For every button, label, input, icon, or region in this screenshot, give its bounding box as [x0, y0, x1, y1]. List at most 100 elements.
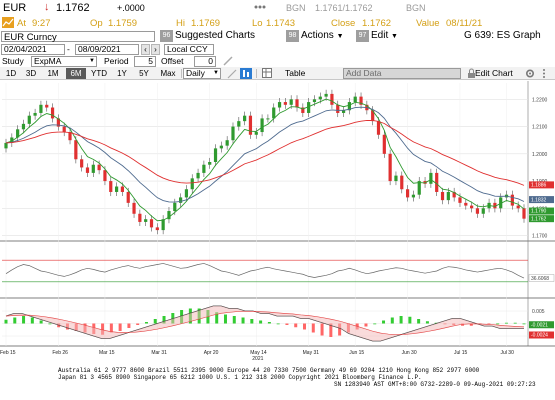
x-tick-label: Jun 30 [402, 350, 417, 356]
candle-down [103, 170, 107, 182]
period-1y[interactable]: 1Y [117, 69, 127, 78]
calendar-prev-icon[interactable]: ‹ [141, 44, 150, 55]
period-5y[interactable]: 5Y [139, 69, 149, 78]
macd-histogram-bar [153, 319, 157, 324]
value-date-label: Value [416, 18, 440, 29]
title-bar: EUR Curncy 96 Suggested Charts 98 Action… [0, 30, 555, 43]
candle-down [458, 197, 462, 203]
end-date-input[interactable]: 08/09/2021 [75, 44, 139, 55]
ema-red-line [5, 119, 525, 186]
y-tick-label: 1.1700 [532, 234, 548, 240]
close-label: Close [331, 18, 356, 29]
x-tick-label: May 14 [250, 350, 267, 356]
draw-tool-icon[interactable] [226, 68, 238, 81]
footer-line-2: Japan 81 3 4565 8900 Singapore 65 6212 1… [58, 374, 422, 381]
macd-histogram-bar [311, 323, 315, 333]
macd-histogram-bar [48, 323, 52, 325]
start-date-input[interactable]: 02/04/2021 [1, 44, 65, 55]
currency-value: Local CCY [167, 44, 208, 54]
offset-input[interactable]: 0 [194, 56, 216, 67]
macd-histogram-bar [364, 323, 368, 327]
macd-histogram-bar [127, 323, 131, 328]
low-value: 1.1743 [266, 18, 296, 29]
candle-down [126, 191, 130, 203]
pencil-icon[interactable] [222, 56, 234, 68]
macd-histogram-bar [144, 322, 148, 324]
chart-type-icon[interactable] [240, 68, 252, 79]
candle-down [388, 153, 392, 182]
more-options-icon[interactable] [540, 68, 548, 81]
period-6m[interactable]: 6M [66, 68, 86, 79]
edit-chart-label: Edit Chart [475, 68, 513, 78]
candle-up [231, 126, 235, 141]
macd-histogram-bar [408, 316, 412, 324]
candle-down [376, 121, 381, 135]
period-1m[interactable]: 1M [47, 69, 59, 78]
period-1d[interactable]: 1D [5, 69, 17, 78]
macd-histogram-bar [223, 314, 227, 324]
candle-down [301, 107, 305, 113]
period-max[interactable]: Max [160, 69, 176, 78]
suggested-charts-button[interactable]: Suggested Charts [175, 30, 256, 41]
price-label-box [529, 196, 554, 204]
macd-histogram-bar [250, 319, 254, 324]
table-view-icon[interactable] [262, 68, 272, 80]
ticker: EUR [3, 2, 27, 14]
candle-down [120, 186, 125, 192]
security-field[interactable]: EUR Curncy [1, 31, 155, 43]
table-button[interactable]: Table [285, 68, 306, 78]
candle-up [289, 99, 293, 105]
price-label: 1.1832 [531, 197, 547, 203]
macd-histogram-bar [259, 320, 263, 324]
y-tick-label: 1.2000 [532, 152, 548, 158]
period-label: Period [104, 56, 129, 66]
high-value: 1.1769 [191, 18, 221, 29]
lock-icon[interactable] [467, 68, 476, 81]
macd-histogram-bar [469, 323, 473, 326]
period-input[interactable]: 5 [134, 56, 156, 67]
macd-histogram-bar [241, 317, 245, 324]
period-3d[interactable]: 3D [25, 69, 37, 78]
edit-chart-button[interactable]: Edit Chart [475, 68, 513, 79]
x-tick-label: Mar 31 [151, 350, 167, 356]
frequency-select[interactable]: Daily ▼ [183, 68, 221, 79]
study-select[interactable]: ExpMA ▼ [31, 56, 97, 67]
candle-down [56, 118, 60, 127]
gear-icon[interactable] [525, 68, 535, 81]
rsi-line [5, 263, 525, 279]
candle-down [50, 107, 55, 119]
chart-icon [2, 17, 14, 30]
currency-select[interactable]: Local CCY [164, 44, 214, 55]
value-date: 08/11/21 [446, 18, 483, 29]
macd-histogram-bar [417, 319, 421, 324]
candle-down [74, 140, 78, 160]
price-chart[interactable]: 36.6068 0.0050.000-0.005-0.0021-0.0024 1… [0, 81, 555, 366]
candle-down [283, 102, 287, 105]
candle-up [266, 118, 270, 120]
chart-toolbar: 1D 3D 1M 6M YTD 1Y 5Y Max Daily ▼ Table … [0, 67, 555, 80]
study-value: ExpMA [34, 56, 62, 66]
x-tick-label: Jul 15 [454, 350, 468, 356]
candle-up [307, 102, 311, 113]
candle-up [341, 110, 346, 113]
actions-dropdown-icon: ▼ [336, 33, 344, 40]
candle-up [411, 194, 416, 198]
macd-histogram-bar [267, 322, 271, 324]
add-data-input[interactable]: Add Data [343, 68, 461, 79]
period-ytd[interactable]: YTD [91, 69, 107, 78]
grid-lines [0, 81, 555, 347]
edit-menu[interactable]: Edit ▼ [371, 30, 398, 43]
macd-histogram-bar [136, 323, 140, 325]
candle-up [481, 208, 485, 214]
macd-histogram-bar [338, 323, 342, 336]
candle-down [330, 93, 334, 105]
candle-up [114, 186, 119, 192]
rsi-panel: 36.6068 [2, 259, 555, 283]
calendar-next-icon[interactable]: › [151, 44, 160, 55]
actions-menu[interactable]: Actions ▼ [301, 30, 344, 43]
candle-up [312, 99, 317, 103]
candle-down [80, 159, 84, 168]
frequency-value: Daily [186, 68, 205, 78]
candle-down [155, 227, 159, 231]
macd-histogram-bar [522, 323, 526, 325]
